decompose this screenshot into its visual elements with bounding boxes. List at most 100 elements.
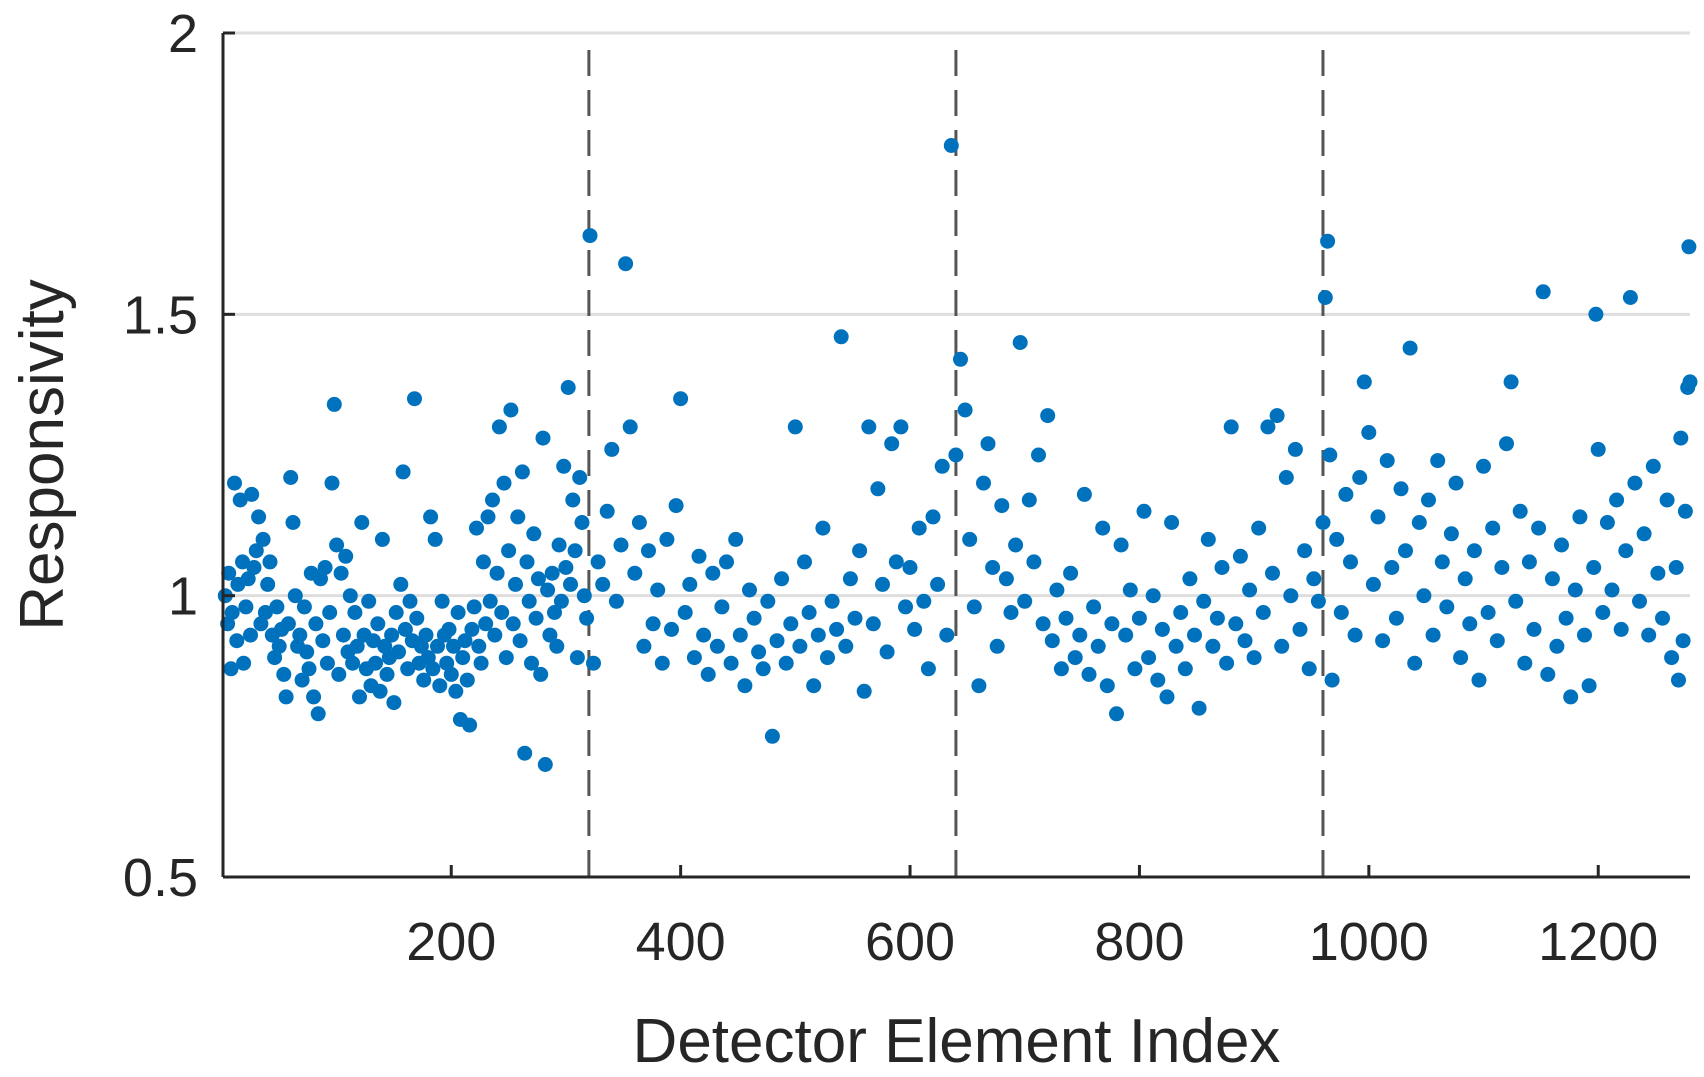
data-point [480,509,496,525]
data-point [1650,565,1666,581]
data-point [1402,340,1418,356]
data-point [345,655,361,671]
data-point [1581,678,1597,694]
data-point [379,666,395,682]
data-point [1540,666,1556,682]
data-point [1049,582,1065,598]
x-tick-label: 1200 [1538,912,1658,972]
y-tick-label: 1 [168,567,198,627]
data-point [856,683,872,699]
data-point [870,481,886,497]
data-point [547,605,562,620]
data-point [1317,290,1333,305]
data-point [1223,419,1239,435]
data-point [1173,605,1189,620]
data-point [276,666,292,682]
data-point [879,644,895,660]
data-point [1040,408,1056,424]
data-point [1466,543,1482,559]
data-point [315,633,331,649]
data-point [1558,610,1574,626]
data-point [590,554,606,570]
data-point [464,621,480,637]
data-point [824,593,840,609]
data-point [292,627,308,643]
data-point [1145,588,1161,604]
data-point [572,470,588,485]
data-point [1462,616,1478,632]
data-point [764,728,780,744]
data-point [1671,672,1686,688]
data-point [491,419,507,435]
data-point [664,621,679,637]
data-point [271,638,287,654]
data-point [636,638,652,654]
data-point [1439,599,1455,615]
data-point [719,554,734,570]
data-point [269,599,285,615]
data-point [1508,593,1524,609]
data-point [654,655,670,671]
data-point [1370,509,1386,525]
data-point [1655,610,1670,626]
data-point [278,689,294,705]
data-points [217,138,1698,772]
data-point [1586,560,1602,575]
data-point [1457,571,1473,587]
data-point [1590,441,1606,457]
data-point [1416,588,1432,604]
data-point [1090,638,1106,654]
data-point [448,683,464,699]
data-point [943,138,959,153]
data-point [833,329,849,345]
data-point [801,605,817,620]
data-point [645,616,661,632]
data-point [400,661,416,677]
data-point [1613,621,1629,637]
data-point [1411,515,1427,530]
data-point [1398,543,1413,559]
data-point [1675,633,1691,649]
data-point [1567,582,1583,598]
data-point [1306,571,1322,587]
data-point [778,655,794,671]
data-point [1255,605,1271,620]
data-point [1352,470,1368,485]
data-point [1430,453,1446,469]
data-point [948,447,964,463]
data-point [1292,621,1308,637]
data-point [319,655,335,671]
data-point [1159,689,1175,705]
data-point [558,560,574,575]
data-point [1113,537,1129,553]
data-point [519,554,535,570]
y-axis-ticks: 0.5 1 1.5 2 [123,4,235,908]
data-point [1347,627,1363,643]
data-point [1301,661,1317,677]
data-point [1031,447,1046,463]
data-point [1659,492,1675,508]
data-point [1035,616,1051,632]
data-point [299,644,315,660]
data-point [1067,650,1083,666]
data-point [469,520,484,536]
data-point [1182,571,1198,587]
data-point [907,621,923,637]
data-point [700,666,716,682]
data-point [746,610,762,626]
data-point [227,475,242,491]
data-point [1003,605,1019,620]
data-point [542,627,558,643]
data-point [1668,560,1684,575]
data-point [641,543,656,559]
data-point [386,695,402,711]
data-point [1109,706,1124,722]
data-point [427,531,443,547]
data-point [487,627,503,643]
data-point [368,655,383,671]
data-point [1499,436,1514,452]
data-point [285,515,301,530]
data-point [1269,408,1285,424]
data-point [430,638,445,654]
